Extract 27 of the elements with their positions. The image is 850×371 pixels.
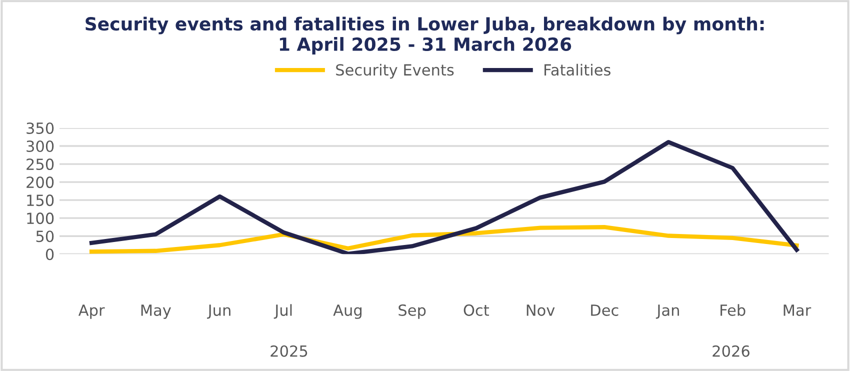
x-tick-label: Jul <box>274 304 292 319</box>
x-tick-label: Mar <box>784 304 812 316</box>
x-tick-label: Jun <box>207 304 230 319</box>
x-tick-label: May <box>141 304 171 319</box>
y-tick-label: 300 <box>26 140 54 152</box>
y-tick-label: 100 <box>27 212 54 224</box>
chart-title: Security events and fatalities in Lower Juba, breakdown by month: 1 April 2025 - 31 March 2026 <box>86 16 764 55</box>
x-tick-label: Jan <box>656 304 679 319</box>
x-tick-label: Apr <box>78 304 105 319</box>
legend-label: Fatalities <box>544 64 610 76</box>
y-tick-label: 50 <box>36 230 54 242</box>
line-series <box>89 140 799 254</box>
y-tick-label: 200 <box>26 176 54 188</box>
x-tick-label: Nov <box>526 304 555 316</box>
y-tick-label: 250 <box>26 158 54 170</box>
y-tick-label: 350 <box>26 122 54 134</box>
text: 2025 <box>270 345 308 357</box>
y-tick-label: 0 <box>46 248 54 260</box>
x-tick-label: Sep <box>398 304 426 319</box>
x-tick-label: Oct <box>464 304 490 316</box>
x-tick-label: Dec <box>591 304 618 316</box>
x-tick-label: Feb <box>720 304 746 316</box>
x-tick-label: Aug <box>333 304 362 319</box>
legend-label: Security Events <box>336 64 454 79</box>
line-series <box>89 225 799 254</box>
text: 2026 <box>712 345 750 357</box>
y-tick-label: 150 <box>27 194 54 206</box>
